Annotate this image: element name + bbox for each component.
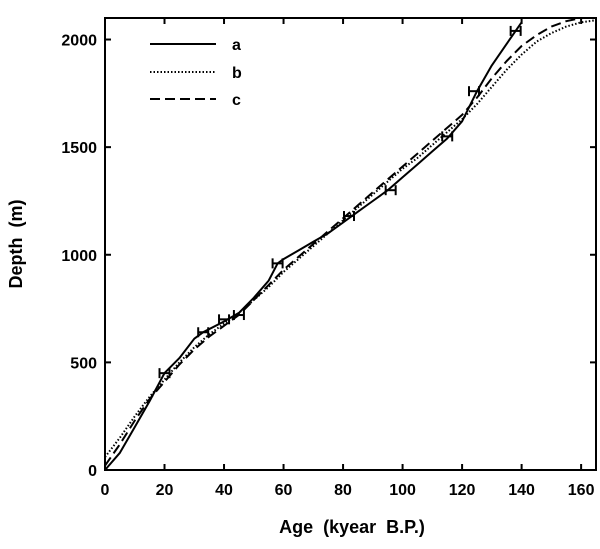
tie-point-marker (343, 211, 356, 222)
x-axis-title: Age (kyear B.P.) (279, 517, 425, 537)
y-tick-label: 500 (70, 355, 97, 372)
series-layer (104, 17, 597, 471)
x-tick-label: 160 (568, 482, 595, 499)
legend-label-a: a (232, 37, 241, 54)
series-line-c (104, 17, 582, 467)
x-tick-label: 0 (101, 482, 110, 499)
plot-frame (104, 17, 597, 471)
y-tick-label: 2000 (61, 33, 97, 50)
tie-point-marker (384, 185, 397, 196)
legend-label-c: c (232, 92, 241, 109)
tie-point-marker (509, 25, 522, 36)
tie-point-marker (467, 86, 480, 97)
y-axis-title: Depth (m) (6, 200, 26, 289)
y-tick-label: 1500 (61, 140, 97, 157)
tie-point-marker (441, 131, 454, 142)
tie-point-marker (271, 258, 284, 269)
legend: a b c (150, 37, 242, 109)
x-tick-label: 100 (389, 482, 416, 499)
legend-label-b: b (232, 65, 242, 82)
tie-point-marker (232, 310, 245, 321)
y-tick-label: 0 (88, 463, 97, 480)
x-tick-label: 120 (449, 482, 476, 499)
x-axis: 0 20 40 60 80 100 120 140 160 (101, 18, 595, 499)
x-tick-label: 140 (508, 482, 535, 499)
tie-point-marker (158, 368, 171, 379)
tie-point-marker (197, 327, 210, 338)
x-tick-label: 60 (275, 482, 293, 499)
series-line-b (104, 19, 597, 458)
y-tick-label: 1000 (61, 248, 97, 265)
x-tick-label: 20 (156, 482, 174, 499)
x-tick-label: 40 (215, 482, 233, 499)
x-tick-label: 80 (334, 482, 352, 499)
tie-point-marker (218, 314, 231, 325)
marker-layer (158, 25, 522, 379)
y-axis: 0 500 1000 1500 2000 (61, 33, 596, 480)
